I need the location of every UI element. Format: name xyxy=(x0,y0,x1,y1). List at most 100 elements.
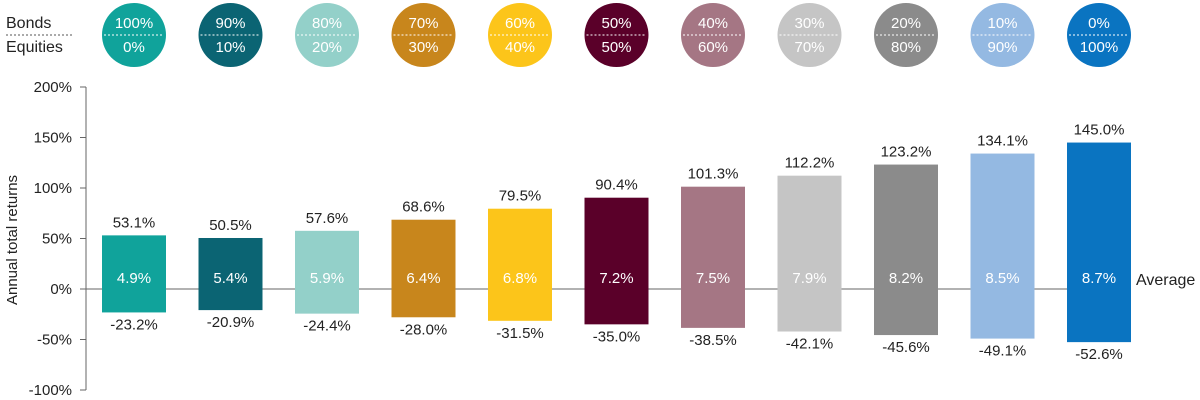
range-bar xyxy=(295,230,359,314)
allocation-circle: 90%10% xyxy=(198,3,263,67)
range-bar xyxy=(874,164,938,336)
bar-group: 134.1% -49.1% 8.5% xyxy=(970,133,1035,360)
allocation-bonds-pct: 90% xyxy=(215,15,245,32)
range-bar xyxy=(488,208,552,321)
min-return-label: -20.9% xyxy=(207,314,255,331)
allocation-bonds-pct: 80% xyxy=(312,15,342,32)
min-return-label: -24.4% xyxy=(303,318,351,335)
max-return-label: 79.5% xyxy=(499,188,542,205)
allocation-circle: 70%30% xyxy=(391,3,456,67)
allocation-bonds-pct: 40% xyxy=(698,15,728,32)
allocation-equities-pct: 40% xyxy=(505,39,535,56)
average-return-label: 6.8% xyxy=(503,270,537,287)
min-return-label: -28.0% xyxy=(400,321,448,338)
allocation-equities-pct: 80% xyxy=(891,39,921,56)
average-return-label: 5.9% xyxy=(310,270,344,287)
range-bar xyxy=(681,186,745,328)
allocation-bonds-pct: 70% xyxy=(408,15,438,32)
max-return-label: 68.6% xyxy=(402,199,445,216)
y-tick-label: 150% xyxy=(34,130,72,147)
allocation-bonds-pct: 10% xyxy=(987,15,1017,32)
allocation-bonds-pct: 30% xyxy=(794,15,824,32)
average-return-label: 6.4% xyxy=(406,270,440,287)
allocation-equities-pct: 10% xyxy=(215,39,245,56)
allocation-circle: 80%20% xyxy=(295,3,359,67)
range-bar xyxy=(102,235,166,313)
bar-group: 90.4% -35.0% 7.2% xyxy=(584,177,649,345)
max-return-label: 53.1% xyxy=(113,214,156,231)
average-return-label: 8.7% xyxy=(1082,270,1116,287)
average-return-label: 7.5% xyxy=(696,270,730,287)
bar-group: 123.2% -45.6% 8.2% xyxy=(874,144,938,356)
bonds-row-label: Bonds xyxy=(6,15,51,32)
bar-group: 145.0% -52.6% 8.7% xyxy=(1067,122,1131,363)
allocation-circles: 100%0%90%10%80%20%70%30%60%40%50%50%40%6… xyxy=(102,3,1131,67)
allocation-bonds-pct: 50% xyxy=(601,15,631,32)
y-tick-label: 200% xyxy=(34,79,72,96)
allocation-equities-pct: 20% xyxy=(312,39,342,56)
max-return-label: 123.2% xyxy=(881,144,932,161)
allocation-bonds-pct: 20% xyxy=(891,15,921,32)
y-axis-label: Annual total returns xyxy=(4,175,21,305)
allocation-equities-pct: 30% xyxy=(408,39,438,56)
range-bar xyxy=(1067,142,1131,343)
max-return-label: 50.5% xyxy=(209,217,252,234)
min-return-label: -35.0% xyxy=(593,328,641,345)
allocation-circle: 60%40% xyxy=(488,3,552,67)
bar-group: 112.2% -42.1% 7.9% xyxy=(777,155,842,353)
range-bar xyxy=(584,197,649,325)
min-return-label: -49.1% xyxy=(979,343,1027,360)
max-return-label: 57.6% xyxy=(306,210,349,227)
allocation-equities-pct: 90% xyxy=(987,39,1017,56)
equities-row-label: Equities xyxy=(6,39,63,56)
bar-group: 101.3% -38.5% 7.5% xyxy=(681,166,745,349)
bar-group: 57.6% -24.4% 5.9% xyxy=(295,210,359,335)
range-bar xyxy=(777,175,842,332)
bar-group: 53.1% -23.2% 4.9% xyxy=(102,214,166,333)
min-return-label: -45.6% xyxy=(882,339,930,356)
allocation-equities-pct: 100% xyxy=(1080,39,1118,56)
average-label: Average xyxy=(1136,272,1195,289)
y-tick-label: -100% xyxy=(29,382,72,399)
max-return-label: 90.4% xyxy=(595,177,638,194)
max-return-label: 145.0% xyxy=(1074,122,1125,139)
min-return-label: -38.5% xyxy=(689,332,737,349)
allocation-circle: 50%50% xyxy=(584,3,649,67)
bars-group: 53.1% -23.2% 4.9% 50.5% -20.9% 5.4% 57.6% -24.4… xyxy=(102,122,1131,363)
allocation-bonds-pct: 0% xyxy=(1088,15,1110,32)
range-bar xyxy=(198,237,263,311)
average-return-label: 5.4% xyxy=(213,270,247,287)
max-return-label: 134.1% xyxy=(977,133,1028,150)
allocation-circle: 0% 100% xyxy=(1067,3,1131,67)
average-return-label: 4.9% xyxy=(117,270,151,287)
min-return-label: -23.2% xyxy=(110,316,158,333)
allocation-circle: 40%60% xyxy=(681,3,745,67)
y-tick-label: 0% xyxy=(50,281,72,298)
max-return-label: 112.2% xyxy=(785,155,835,172)
range-bar xyxy=(391,219,456,318)
average-return-label: 7.9% xyxy=(792,270,826,287)
allocation-bonds-pct: 100% xyxy=(115,15,153,32)
bar-group: 79.5% -31.5% 6.8% xyxy=(488,188,552,342)
min-return-label: -42.1% xyxy=(786,336,834,353)
allocation-circle: 10%90% xyxy=(970,3,1035,67)
average-return-label: 7.2% xyxy=(599,270,633,287)
y-axis: -100% -50% 0% 50% 100% 150% 200% xyxy=(29,79,1130,399)
min-return-label: -52.6% xyxy=(1075,346,1123,363)
y-tick-label: 50% xyxy=(42,231,72,248)
allocation-equities-pct: 0% xyxy=(123,39,145,56)
average-return-label: 8.5% xyxy=(985,270,1019,287)
max-return-label: 101.3% xyxy=(688,166,739,183)
bar-group: 68.6% -28.0% 6.4% xyxy=(391,199,456,338)
average-return-label: 8.2% xyxy=(889,270,923,287)
y-tick-label: 100% xyxy=(34,180,72,197)
allocation-equities-pct: 50% xyxy=(601,39,631,56)
allocation-bonds-pct: 60% xyxy=(505,15,535,32)
allocation-circle: 100% 0% xyxy=(102,3,166,67)
allocation-equities-pct: 60% xyxy=(698,39,728,56)
allocation-equities-pct: 70% xyxy=(794,39,824,56)
allocation-circle: 30%70% xyxy=(777,3,842,67)
allocation-circle: 20%80% xyxy=(874,3,938,67)
bar-group: 50.5% -20.9% 5.4% xyxy=(198,217,263,331)
